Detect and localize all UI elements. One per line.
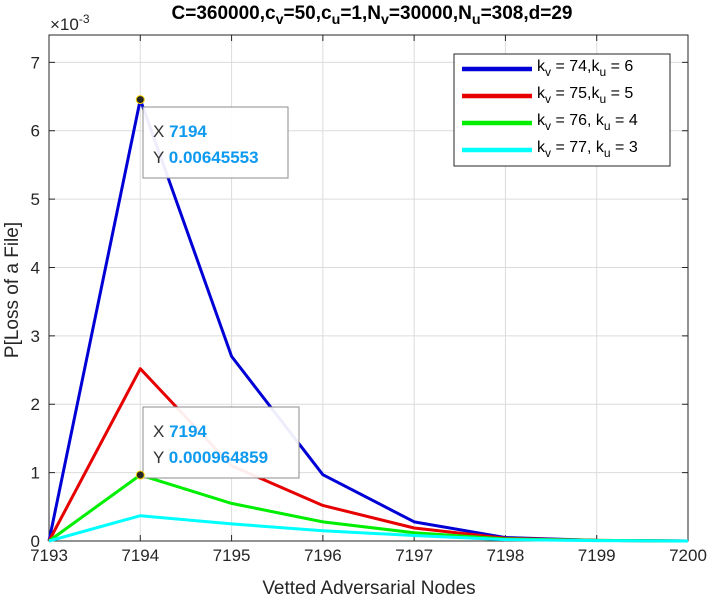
axes-box [48,34,689,542]
y-tick-label: 7 [31,53,40,72]
datatip-x-row: X 7194 [153,422,207,441]
legend-label-3: kv = 76, ku = 4 [537,112,638,133]
y-exponent-label: ×10-3 [50,12,90,34]
datatip-marker[interactable] [135,470,145,480]
legend-label-2: kv = 75,ku = 5 [537,85,633,106]
datatip-box [142,106,289,179]
y-tick-label: 0 [31,532,40,551]
legend[interactable]: kv = 74,ku = 6 kv = 75,ku = 5 kv = 76, ku … [453,53,671,167]
datatip-2[interactable]: X 7194 Y 0.000964859 [135,406,300,480]
y-tick-labels: 0 1 2 3 4 5 6 7 [31,53,40,551]
x-tick-label: 7200 [669,546,707,565]
x-tick-labels: 7193 7194 7195 7196 7197 7198 7199 7200 [30,546,707,565]
datatip-y-row: Y 0.000964859 [153,448,268,467]
y-tick-label: 4 [31,258,40,277]
y-tick-label: 6 [31,122,40,141]
legend-label-4: kv = 77, ku = 3 [537,139,638,160]
datatip-x-row: X 7194 [153,122,207,141]
x-tick-label: 7199 [578,546,616,565]
datatip-box [142,406,300,479]
y-tick-label: 1 [31,464,40,483]
datatip-marker[interactable] [135,95,145,105]
x-tick-label: 7193 [30,546,68,565]
series-line-4 [48,514,689,543]
datatip-y-row: Y 0.00645553 [153,148,259,167]
y-tick-label: 5 [31,190,40,209]
datatips[interactable]: X 7194 Y 0.00645553 X 7194 Y 0.000964859 [135,95,300,480]
x-axis-label: Vetted Adversarial Nodes [262,578,475,598]
x-tick-label: 7198 [487,546,525,565]
y-tick-label: 3 [31,327,40,346]
x-tick-label: 7195 [213,546,251,565]
legend-label-1: kv = 74,ku = 6 [537,58,633,79]
chart-title: C=360000,cv=50,cu=1,Nv=30000,Nu=308,d=29 [172,3,573,28]
x-tick-label: 7196 [304,546,342,565]
datatip-1[interactable]: X 7194 Y 0.00645553 [135,95,289,179]
y-tick-label: 2 [31,395,40,414]
x-tick-label: 7194 [121,546,159,565]
x-tick-label: 7197 [395,546,433,565]
legend-box [453,53,671,167]
y-axis-label: P[Loss of a File] [2,222,23,358]
